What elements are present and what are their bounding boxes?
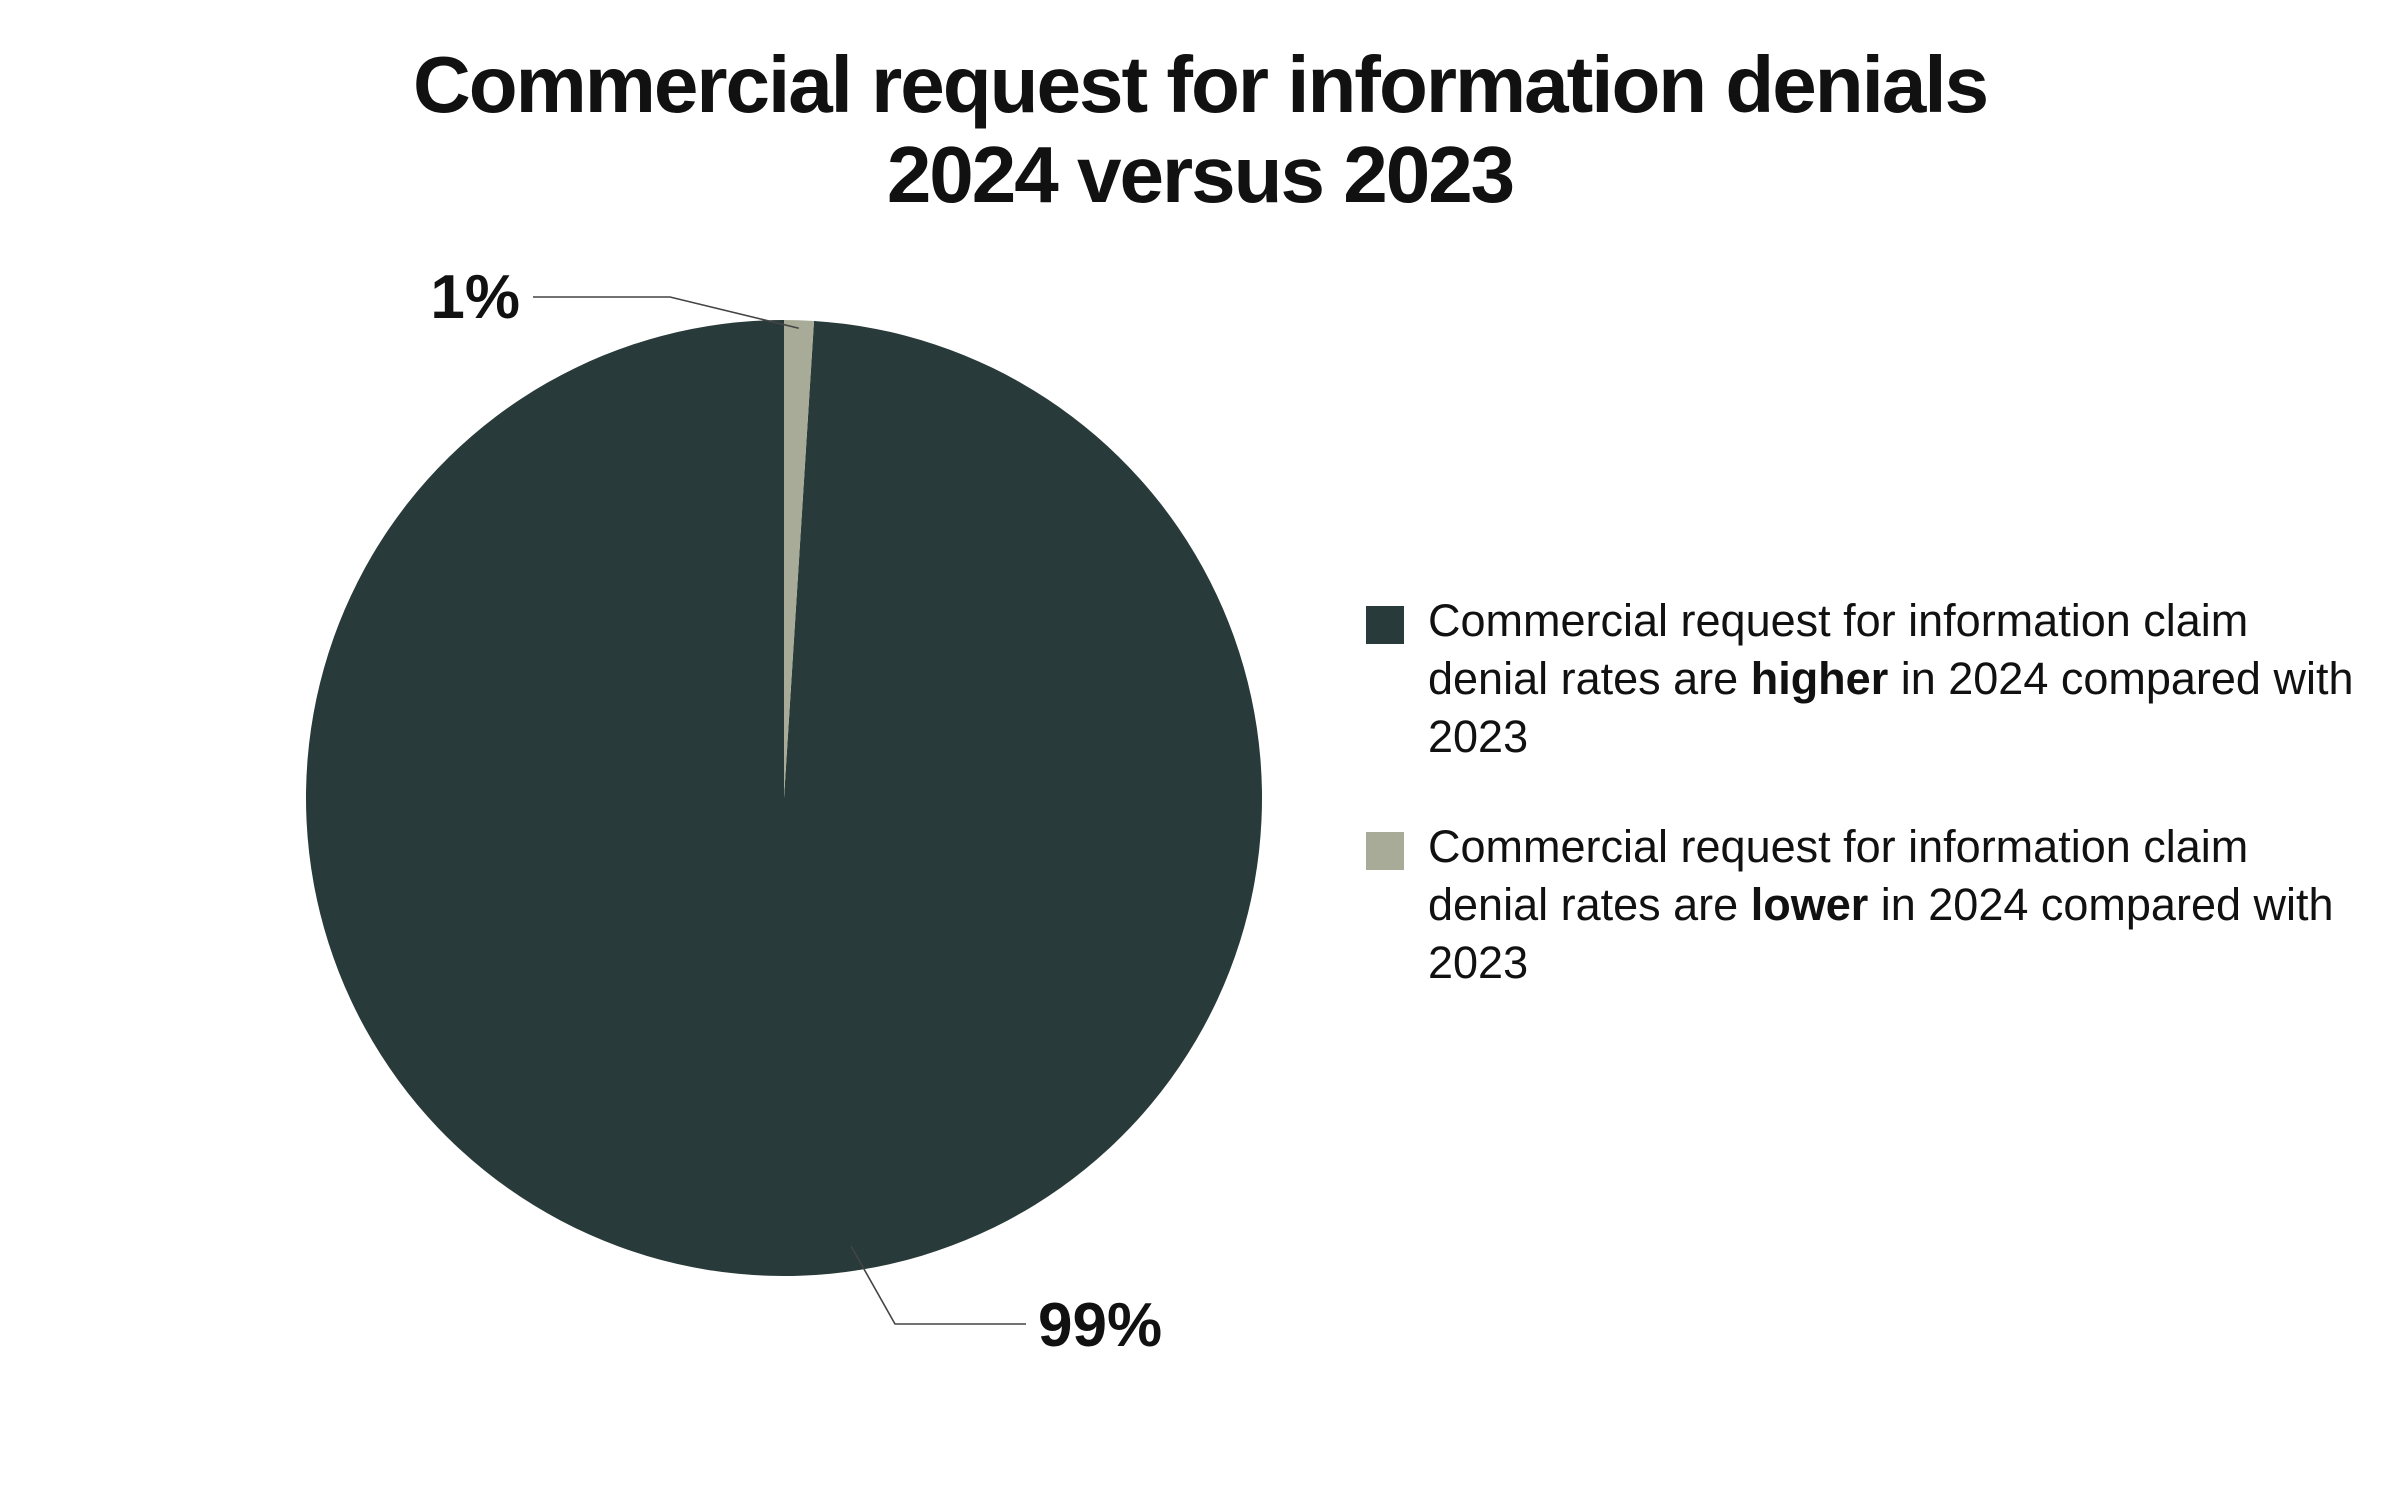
leader-line-lower [533, 296, 799, 330]
legend-text-lower: Commercial request for information claim… [1428, 821, 2334, 988]
legend-text-lower-emphasis: lower [1750, 879, 1869, 930]
legend-text-higher-before: Commercial request for information claim… [1428, 595, 2249, 704]
leader-line-higher [850, 1245, 1026, 1325]
legend-text-lower-after: in 2024 compared with 2023 [1428, 879, 2334, 988]
legend-text-higher-emphasis: higher [1750, 653, 1889, 704]
pie-leaders [533, 296, 1026, 1325]
chart-title-line-1: Commercial request for information denia… [412, 40, 1989, 129]
legend: Commercial request for information claim… [1366, 592, 2366, 1044]
legend-swatch-lower [1366, 832, 1404, 870]
pie-slice-lower [784, 320, 815, 798]
legend-text-higher-after: in 2024 compared with 2023 [1428, 653, 2354, 762]
legend-swatch-higher [1366, 606, 1404, 644]
legend-item-lower: Commercial request for information claim… [1366, 818, 2366, 992]
slice-label-higher: 99% [1038, 1291, 1162, 1360]
legend-item-higher: Commercial request for information claim… [1366, 592, 2366, 766]
pie-labels: 1% 99% [430, 263, 1162, 1360]
pie-slice-higher [306, 320, 1263, 1277]
legend-text-lower-before: Commercial request for information claim… [1428, 821, 2249, 930]
chart-title: Commercial request for information denia… [0, 40, 2400, 220]
pie-slices [306, 320, 1263, 1277]
legend-text-higher: Commercial request for information claim… [1428, 595, 2354, 762]
slice-label-lower: 1% [430, 263, 520, 332]
chart-title-line-2: 2024 versus 2023 [886, 130, 1515, 219]
